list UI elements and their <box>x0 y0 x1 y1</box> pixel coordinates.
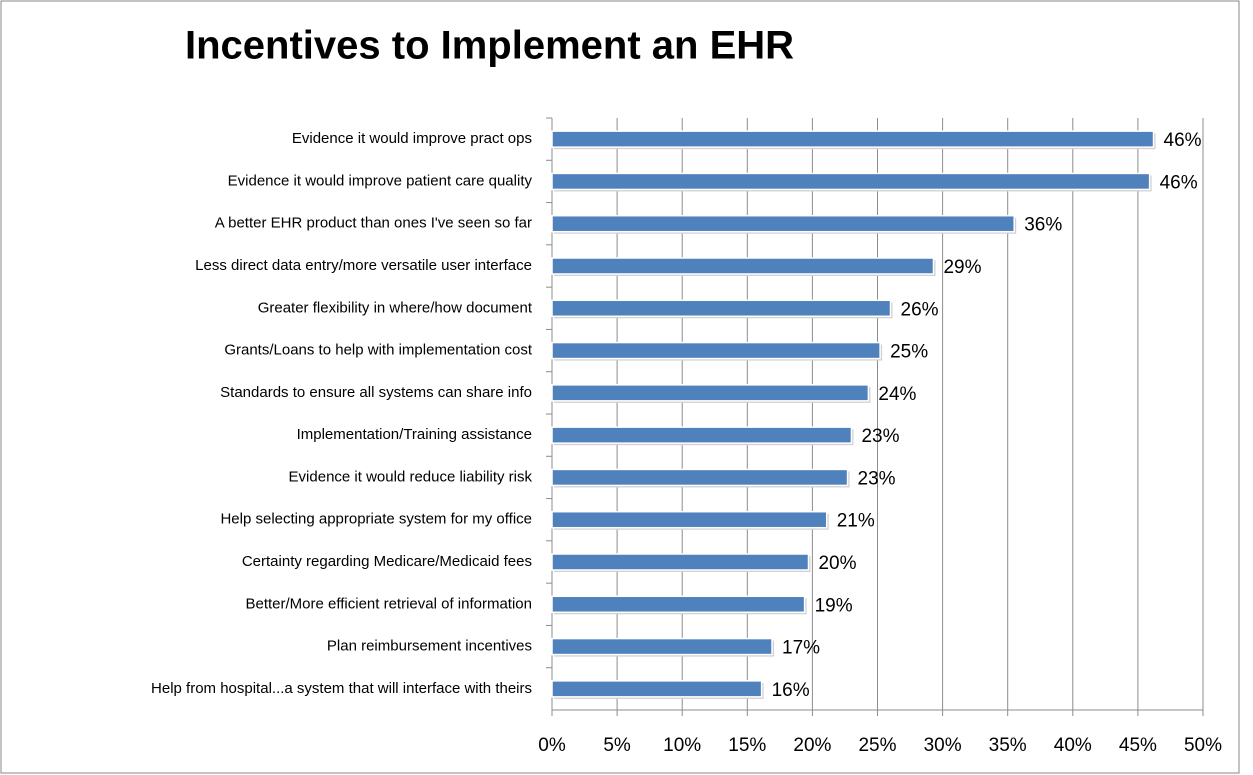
y-tick-label: Certainty regarding Medicare/Medicaid fe… <box>242 553 532 570</box>
y-tick-label: Greater flexibility in where/how documen… <box>258 299 533 316</box>
data-label: 16% <box>772 680 810 701</box>
bar <box>551 172 1151 191</box>
y-tick-label: Help from hospital...a system that will … <box>151 680 532 697</box>
x-tick-label: 20% <box>793 735 831 756</box>
marks: Evidence it would improve pract ops 46% Ev… <box>151 130 1202 701</box>
x-tick-label: 25% <box>858 735 896 756</box>
y-tick-label: Less direct data entry/more versatile us… <box>195 257 532 274</box>
data-label: 23% <box>861 426 899 447</box>
data-label: 21% <box>837 511 875 532</box>
data-label: 23% <box>858 468 896 489</box>
data-label: 19% <box>815 595 853 616</box>
y-tick-label: Better/More efficient retrieval of infor… <box>245 595 532 612</box>
x-tick-label: 40% <box>1054 735 1092 756</box>
bar <box>551 510 828 529</box>
data-label: 46% <box>1164 130 1202 151</box>
bar <box>551 468 849 487</box>
x-tick-label: 10% <box>663 735 701 756</box>
y-tick-label: Standards to ensure all systems can shar… <box>220 384 532 401</box>
bar <box>551 595 806 614</box>
data-label: 36% <box>1024 215 1062 236</box>
data-label: 20% <box>818 553 856 574</box>
x-tick-label: 30% <box>924 735 962 756</box>
y-tick-label: Help selecting appropriate system for my… <box>220 511 532 528</box>
x-tick-label: 0% <box>538 735 566 756</box>
x-tick-label: 35% <box>989 735 1027 756</box>
data-label: 26% <box>901 299 939 320</box>
x-tick-label: 5% <box>603 735 631 756</box>
y-tick-label: Plan reimbursement incentives <box>327 638 532 655</box>
x-tick-label: 15% <box>728 735 766 756</box>
bar <box>551 384 870 402</box>
bar <box>551 680 763 698</box>
y-tick-label: Implementation/Training assistance <box>297 426 532 443</box>
data-label: 46% <box>1160 172 1198 193</box>
bar <box>551 426 853 444</box>
data-label: 17% <box>782 638 820 659</box>
x-tick-label: 45% <box>1119 735 1157 756</box>
bar <box>551 553 810 571</box>
y-tick-label: Evidence it would improve pract ops <box>292 130 532 147</box>
bar <box>551 341 881 360</box>
data-label: 25% <box>890 342 928 363</box>
y-tick-label: Evidence it would reduce liability risk <box>289 468 533 485</box>
bar <box>551 257 935 275</box>
bar <box>551 214 1015 233</box>
chart-title: Incentives to Implement an EHR <box>185 24 794 68</box>
data-label: 29% <box>943 257 981 278</box>
y-tick-label: A better EHR product than ones I've seen… <box>215 215 532 232</box>
bar <box>551 637 773 656</box>
y-tick-label: Grants/Loans to help with implementation… <box>224 342 532 359</box>
data-label: 24% <box>878 384 916 405</box>
bar <box>551 130 1155 148</box>
bar <box>551 299 892 318</box>
y-tick-label: Evidence it would improve patient care q… <box>228 172 533 189</box>
x-tick-label: 50% <box>1184 735 1222 756</box>
